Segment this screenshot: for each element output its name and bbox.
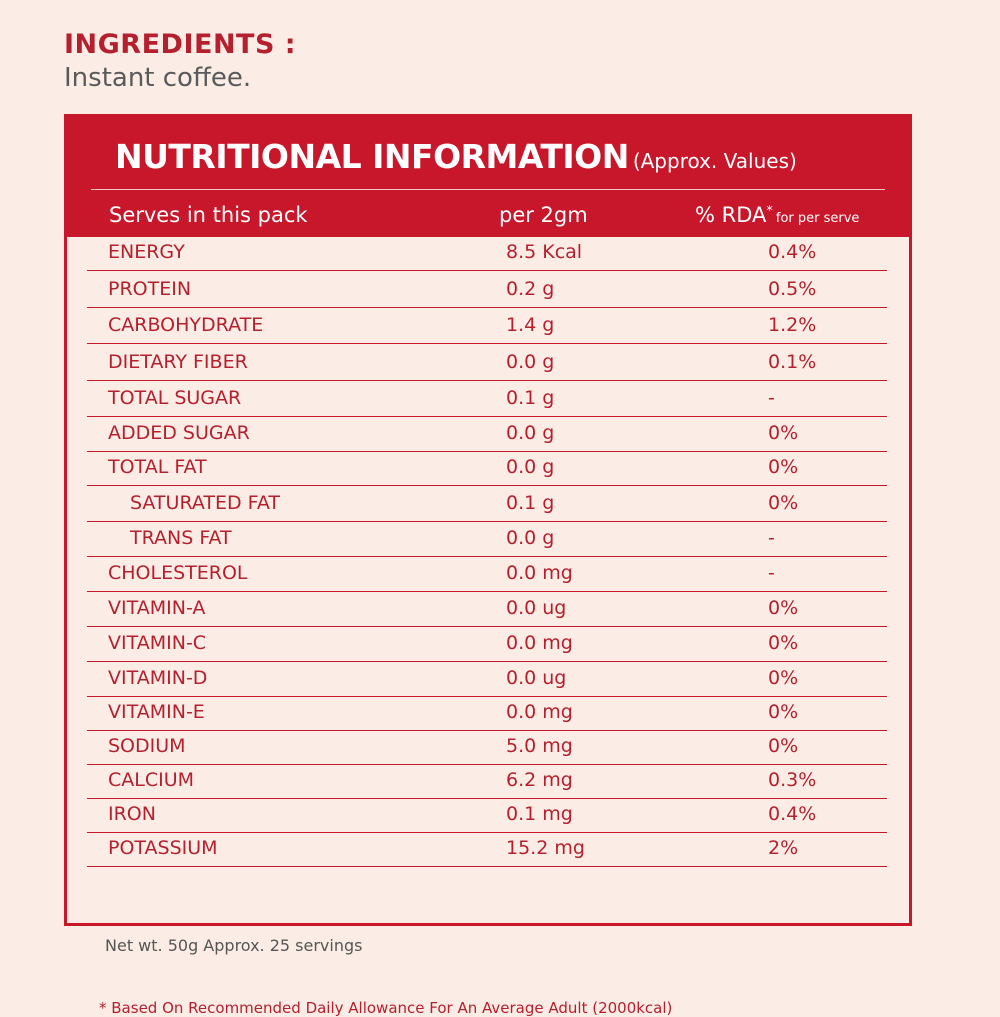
nutrition-panel: NUTRITIONAL INFORMATION (Approx. Values) … (64, 114, 912, 926)
nutrition-row: VITAMIN-E 0.0 mg 0% (87, 697, 887, 731)
nutrient-value: 0.0 mg (506, 562, 573, 584)
net-weight: Net wt. 50g Approx. 25 servings (105, 936, 362, 955)
nutrient-value: 0.0 g (506, 422, 554, 444)
nutrient-rda: 0% (768, 701, 798, 723)
nutrient-value: 0.0 ug (506, 667, 566, 689)
rda-label: % RDA (695, 203, 766, 227)
nutrition-row: SATURATED FAT 0.1 g 0% (87, 486, 887, 522)
nutrient-value: 0.0 g (506, 456, 554, 478)
nutrition-row: ENERGY 8.5 Kcal 0.4% (87, 237, 887, 271)
nutrient-name: TOTAL FAT (108, 456, 207, 478)
nutrient-rda: - (768, 387, 775, 409)
rda-footnote: * Based On Recommended Daily Allowance F… (99, 999, 672, 1017)
nutrient-name: CARBOHYDRATE (108, 314, 263, 336)
nutrient-value: 0.1 g (506, 387, 554, 409)
nutrient-rda: 0.3% (768, 769, 816, 791)
nutrition-row: VITAMIN-C 0.0 mg 0% (87, 627, 887, 662)
nutrition-panel-header: NUTRITIONAL INFORMATION (Approx. Values) … (67, 117, 909, 237)
nutrient-value: 0.0 ug (506, 597, 566, 619)
nutrition-row: PROTEIN 0.2 g 0.5% (87, 271, 887, 308)
nutrient-name: CHOLESTEROL (108, 562, 248, 584)
nutrient-value: 0.0 mg (506, 701, 573, 723)
nutrient-name: ENERGY (108, 241, 185, 263)
nutrition-row: TOTAL FAT 0.0 g 0% (87, 452, 887, 486)
nutrient-rda: 2% (768, 837, 798, 859)
nutrition-title-subtitle: (Approx. Values) (633, 149, 797, 173)
nutrition-row: CALCIUM 6.2 mg 0.3% (87, 765, 887, 799)
nutrient-name: TOTAL SUGAR (108, 387, 241, 409)
nutrient-rda: 0.1% (768, 351, 816, 373)
column-header-serves: Serves in this pack (109, 203, 308, 227)
nutrient-rda: 0.4% (768, 803, 816, 825)
nutrient-name: VITAMIN-E (108, 701, 205, 723)
nutrient-value: 6.2 mg (506, 769, 573, 791)
nutrition-row: VITAMIN-D 0.0 ug 0% (87, 662, 887, 697)
nutrition-row: SODIUM 5.0 mg 0% (87, 731, 887, 765)
ingredients-title: INGREDIENTS : (64, 28, 296, 62)
nutrient-rda: 0% (768, 492, 798, 514)
nutrition-row: ADDED SUGAR 0.0 g 0% (87, 417, 887, 452)
nutrient-name: DIETARY FIBER (108, 351, 248, 373)
nutrition-row: CARBOHYDRATE 1.4 g 1.2% (87, 308, 887, 344)
nutrient-rda: 1.2% (768, 314, 816, 336)
nutrient-name: CALCIUM (108, 769, 194, 791)
nutrient-name: PROTEIN (108, 278, 191, 300)
nutrient-rda: 0% (768, 735, 798, 757)
nutrient-name: SATURATED FAT (130, 492, 280, 514)
nutrition-row: IRON 0.1 mg 0.4% (87, 799, 887, 833)
nutrient-rda: 0% (768, 456, 798, 478)
nutrient-rda: 0% (768, 597, 798, 619)
ingredients-text: Instant coffee. (64, 61, 296, 95)
rda-asterisk: * (766, 204, 773, 219)
nutrition-table-body: ENERGY 8.5 Kcal 0.4% PROTEIN 0.2 g 0.5% CARBOH… (67, 237, 909, 923)
nutrient-name: IRON (108, 803, 156, 825)
nutrient-rda: 0% (768, 632, 798, 654)
nutrient-value: 1.4 g (506, 314, 554, 336)
column-header-per-serve: per 2gm (499, 203, 588, 227)
nutrient-value: 0.1 g (506, 492, 554, 514)
nutrient-name: SODIUM (108, 735, 186, 757)
rda-note: for per serve (776, 211, 860, 226)
nutrient-rda: - (768, 527, 775, 549)
nutrient-rda: 0% (768, 422, 798, 444)
ingredients-section: INGREDIENTS : Instant coffee. (64, 28, 296, 95)
nutrient-value: 0.0 g (506, 351, 554, 373)
nutrient-name: TRANS FAT (130, 527, 232, 549)
nutrition-row: CHOLESTEROL 0.0 mg - (87, 557, 887, 592)
nutrient-rda: 0.5% (768, 278, 816, 300)
nutrient-value: 15.2 mg (506, 837, 585, 859)
nutrient-value: 0.0 g (506, 527, 554, 549)
nutrient-name: VITAMIN-A (108, 597, 205, 619)
nutrient-value: 0.1 mg (506, 803, 573, 825)
nutrient-value: 8.5 Kcal (506, 241, 582, 263)
nutrition-row: VITAMIN-A 0.0 ug 0% (87, 592, 887, 627)
nutrient-rda: 0.4% (768, 241, 816, 263)
nutrition-rows: ENERGY 8.5 Kcal 0.4% PROTEIN 0.2 g 0.5% CARBOH… (87, 237, 887, 867)
nutrient-name: POTASSIUM (108, 837, 218, 859)
nutrient-name: VITAMIN-D (108, 667, 207, 689)
nutrition-row: DIETARY FIBER 0.0 g 0.1% (87, 344, 887, 381)
nutrition-row: TRANS FAT 0.0 g - (87, 522, 887, 557)
nutrition-row: POTASSIUM 15.2 mg 2% (87, 833, 887, 867)
nutrition-title-main: NUTRITIONAL INFORMATION (115, 137, 629, 176)
nutrition-row: TOTAL SUGAR 0.1 g - (87, 381, 887, 417)
nutrient-rda: 0% (768, 667, 798, 689)
nutrient-name: VITAMIN-C (108, 632, 206, 654)
nutrient-rda: - (768, 562, 775, 584)
nutrition-title: NUTRITIONAL INFORMATION (Approx. Values) (115, 137, 797, 176)
nutrient-value: 5.0 mg (506, 735, 573, 757)
nutrient-value: 0.0 mg (506, 632, 573, 654)
nutrient-value: 0.2 g (506, 278, 554, 300)
nutrient-name: ADDED SUGAR (108, 422, 250, 444)
column-header-rda: % RDA* for per serve (695, 203, 859, 227)
header-divider (91, 189, 885, 190)
